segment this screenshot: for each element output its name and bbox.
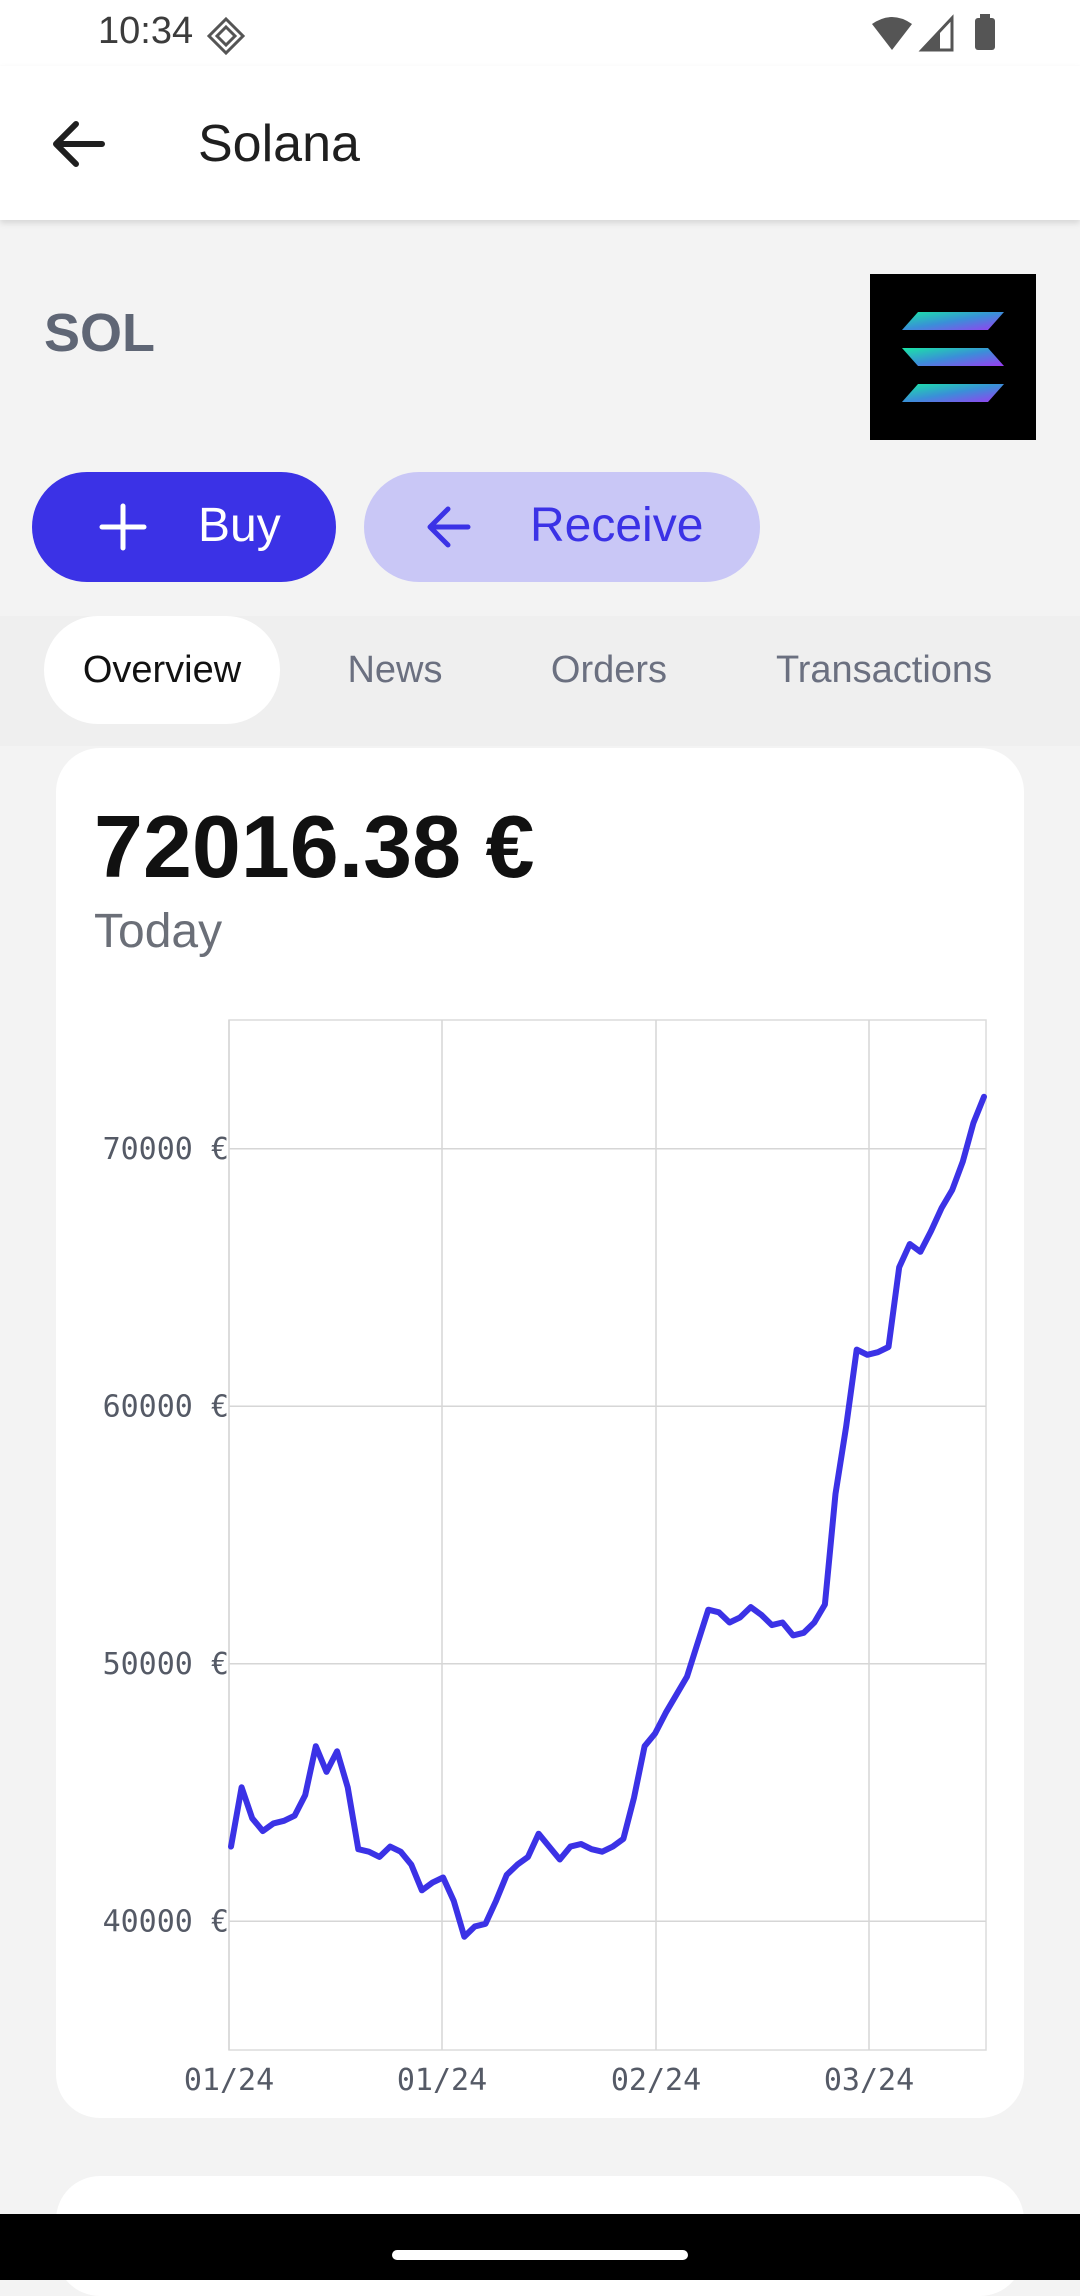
plot-area bbox=[228, 1019, 987, 2051]
arrow-left-icon bbox=[427, 506, 471, 548]
price-period: Today bbox=[94, 905, 223, 958]
y-tick-label: 70000 € bbox=[103, 1132, 229, 1167]
tab-overview[interactable]: Overview bbox=[44, 616, 280, 724]
price-line bbox=[228, 1093, 987, 1940]
price-card: 01/24 01/24 02/24 03/24 40000 € 50000 € 60000 … bbox=[56, 748, 1024, 2118]
signal-icon bbox=[918, 14, 954, 52]
y-tick-label: 40000 € bbox=[103, 1904, 229, 1939]
navigation-bar bbox=[0, 2214, 1080, 2280]
y-tick-label: 50000 € bbox=[103, 1647, 229, 1682]
status-icons bbox=[872, 14, 995, 52]
buy-label: Buy bbox=[198, 499, 281, 552]
app-bar: Solana bbox=[0, 66, 1080, 220]
tab-orders[interactable]: Orders bbox=[550, 649, 668, 691]
home-handle[interactable] bbox=[392, 2250, 688, 2260]
tab-transactions[interactable]: Transactions bbox=[775, 649, 993, 691]
battery-icon bbox=[975, 14, 995, 50]
plus-icon bbox=[99, 503, 147, 551]
x-tick-label: 02/24 bbox=[611, 2063, 701, 2098]
solana-logo-icon bbox=[870, 274, 1036, 440]
page-title: Solana bbox=[198, 115, 360, 173]
x-tick-label: 01/24 bbox=[397, 2063, 487, 2098]
back-arrow-icon[interactable] bbox=[40, 106, 116, 182]
wifi-icon bbox=[872, 17, 912, 50]
current-price: 72016.38 € bbox=[94, 797, 535, 896]
receive-button[interactable]: Receive bbox=[364, 472, 760, 582]
x-tick-label: 01/24 bbox=[184, 2063, 274, 2098]
buy-button[interactable]: Buy bbox=[32, 472, 336, 582]
tab-bar: Overview News Orders Transactions bbox=[0, 616, 1080, 746]
x-tick-label: 03/24 bbox=[824, 2063, 914, 2098]
y-tick-label: 60000 € bbox=[103, 1389, 229, 1424]
status-bar: 10:34 bbox=[0, 0, 1080, 66]
price-chart: 01/24 01/24 02/24 03/24 40000 € 50000 € 60000 … bbox=[103, 1019, 987, 2098]
status-time: 10:34 bbox=[98, 10, 194, 52]
asset-symbol: SOL bbox=[44, 303, 156, 363]
receive-label: Receive bbox=[530, 499, 704, 552]
tab-news[interactable]: News bbox=[347, 649, 443, 691]
notification-diamond-icon bbox=[206, 16, 246, 56]
